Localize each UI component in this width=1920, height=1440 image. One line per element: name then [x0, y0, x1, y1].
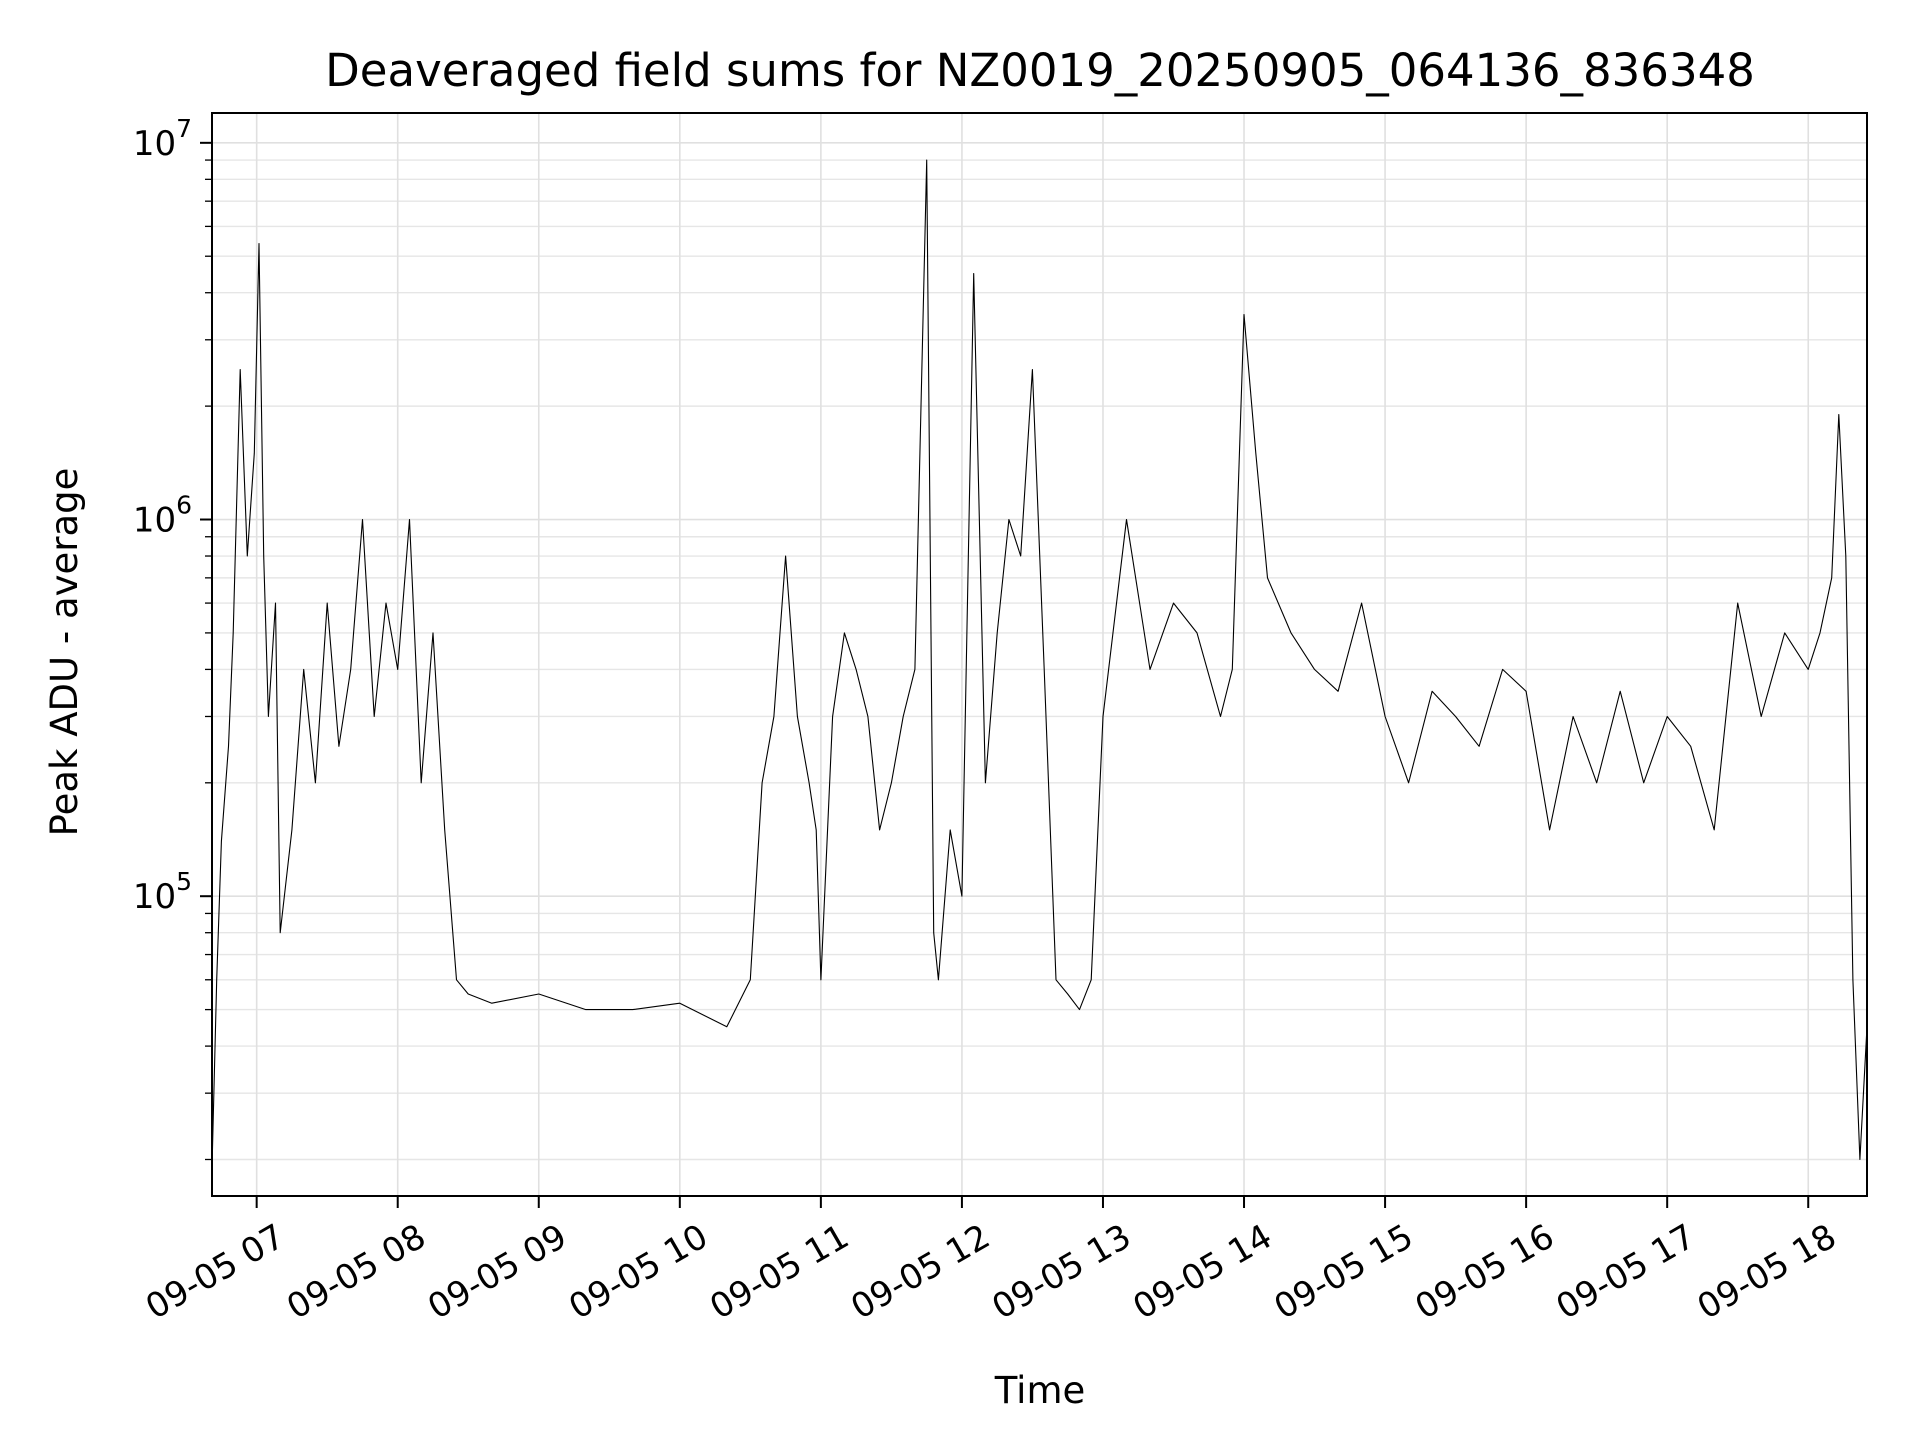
x-tick-label: 09-05 16	[1409, 1217, 1561, 1328]
y-tick-label-exp: 5	[176, 867, 192, 896]
x-tick-label: 09-05 15	[1268, 1217, 1420, 1328]
y-tick-label-base: 10	[133, 877, 176, 917]
x-tick-label: 09-05 10	[562, 1217, 714, 1328]
y-tick-label-base: 10	[133, 124, 176, 164]
x-tick-label: 09-05 17	[1550, 1217, 1702, 1328]
grid-lines	[212, 113, 1867, 1196]
series-layer	[211, 159, 1868, 1168]
x-tick-label: 09-05 12	[844, 1217, 996, 1328]
y-tick-label: 107	[133, 114, 192, 164]
y-tick-label: 105	[133, 867, 192, 917]
y-tick-label-exp: 7	[176, 114, 192, 143]
series-line-0	[211, 159, 1868, 1168]
x-tick-label: 09-05 11	[703, 1217, 855, 1328]
y-tick-label-exp: 6	[176, 491, 192, 520]
x-tick-label: 09-05 09	[421, 1217, 573, 1328]
x-tick-label: 09-05 08	[280, 1217, 432, 1328]
y-axis-label: Peak ADU - average	[43, 468, 86, 837]
y-tick-label-base: 10	[133, 501, 176, 541]
x-axis-label: Time	[994, 1369, 1086, 1412]
x-tick-label: 09-05 18	[1691, 1217, 1843, 1328]
chart-title: Deaveraged field sums for NZ0019_2025090…	[325, 44, 1755, 97]
plot-frame	[211, 112, 1868, 1197]
x-tick-label: 09-05 07	[139, 1217, 291, 1328]
x-tick-label: 09-05 14	[1127, 1217, 1279, 1328]
y-tick-label: 106	[133, 491, 192, 541]
x-tick-label: 09-05 13	[985, 1217, 1137, 1328]
